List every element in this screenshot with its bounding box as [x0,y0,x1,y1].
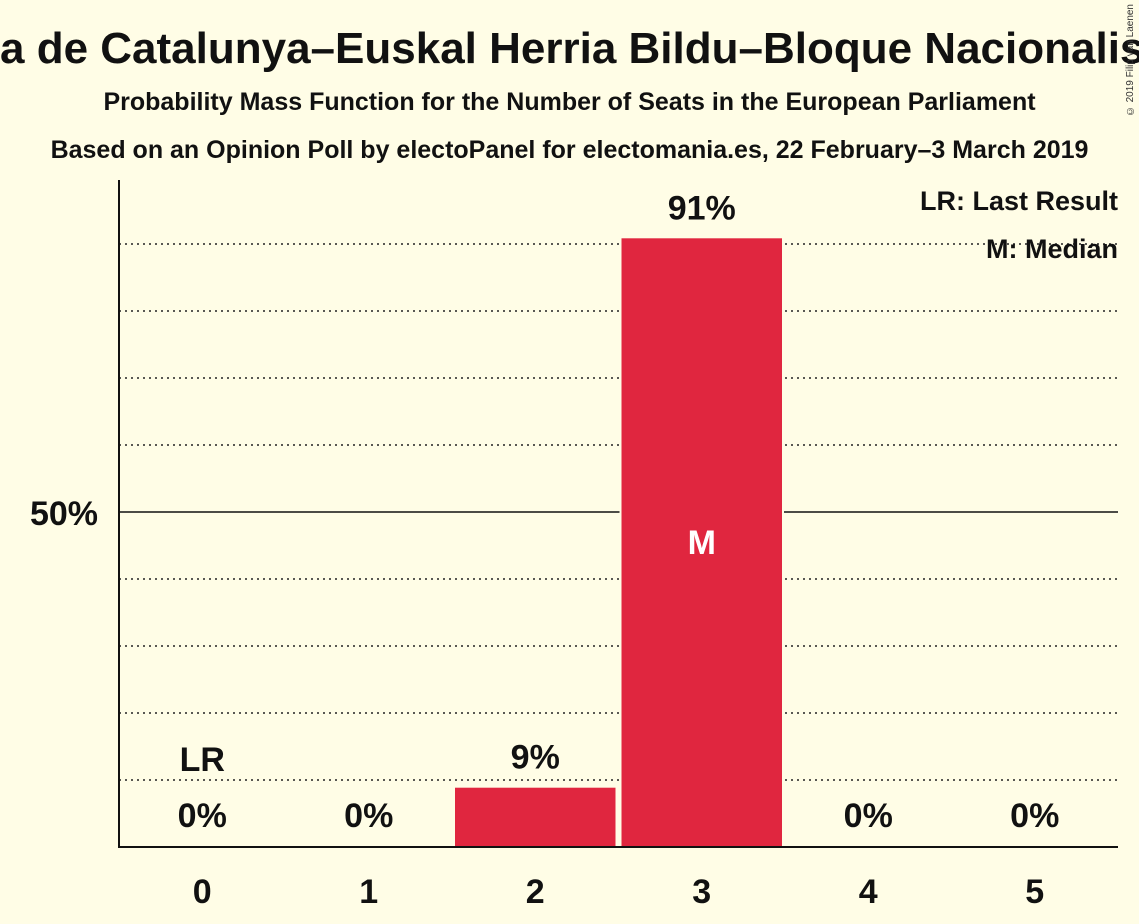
legend-last-result: LR: Last Result [920,186,1118,216]
y-tick-label: 50% [30,495,98,533]
value-label-4: 0% [844,797,893,835]
bar-3 [619,236,784,849]
value-label-1: 0% [344,797,393,835]
x-tick-label-1: 1 [359,873,378,911]
x-tick-label-3: 3 [692,873,711,911]
value-label-2: 9% [511,739,560,777]
chart-subtitle: Probability Mass Function for the Number… [103,88,1036,116]
bar-2 [453,785,618,849]
x-tick-label-2: 2 [526,873,545,911]
legend-median: M: Median [986,234,1118,264]
x-tick-label-0: 0 [193,873,212,911]
value-label-5: 0% [1010,797,1059,835]
median-marker: M [688,524,716,562]
chart-title: a de Catalunya–Euskal Herria Bildu–Bloqu… [0,24,1139,73]
last-result-marker: LR [180,741,225,779]
x-tick-label-5: 5 [1025,873,1044,911]
value-label-0: 0% [178,797,227,835]
chart-source: Based on an Opinion Poll by electoPanel … [50,136,1089,164]
x-tick-label-4: 4 [859,873,878,911]
value-label-3: 91% [668,189,736,227]
